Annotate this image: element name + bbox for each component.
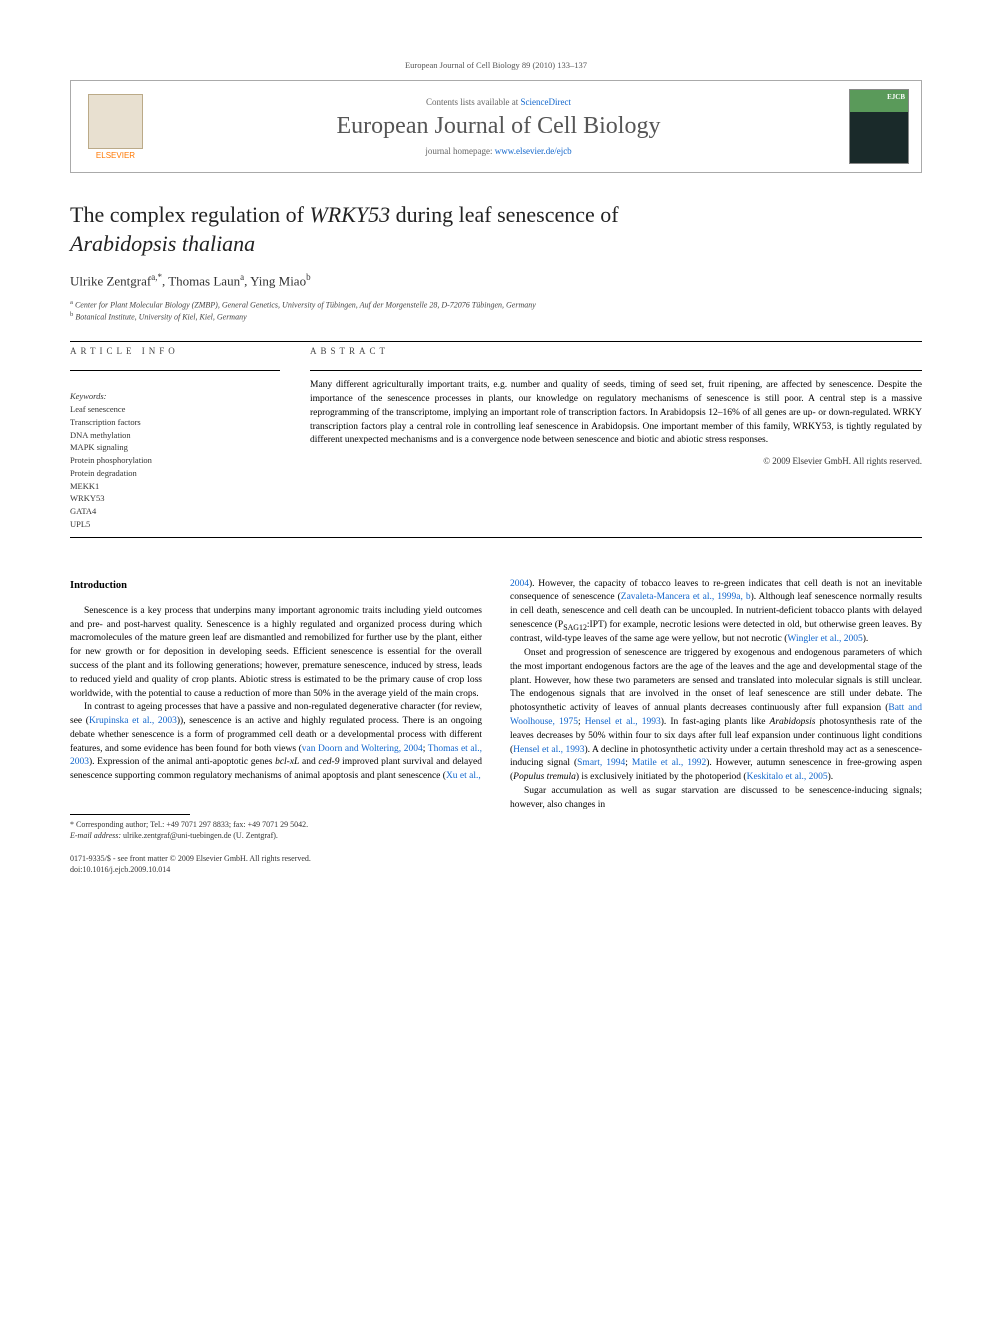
bottom-info: 0171-9335/$ - see front matter © 2009 El… <box>70 853 482 875</box>
corresponding-author: * Corresponding author; Tel.: +49 7071 2… <box>70 819 482 841</box>
body-paragraph: 2004). However, the capacity of tobacco … <box>510 578 922 647</box>
keyword-item: Transcription factors <box>70 416 280 429</box>
reference-link[interactable]: Xu et al., <box>446 771 481 781</box>
reference-link[interactable]: van Doorn and Woltering, 2004 <box>302 744 423 754</box>
text-run: ). <box>863 634 869 644</box>
homepage-prefix: journal homepage: <box>425 146 494 156</box>
keywords-label: Keywords: <box>70 391 280 401</box>
keyword-item: Protein degradation <box>70 467 280 480</box>
author-3-sup: b <box>306 272 311 282</box>
reference-link[interactable]: Keskitalo et al., 2005 <box>747 772 828 782</box>
body-column-right: 2004). However, the capacity of tobacco … <box>510 578 922 876</box>
keyword-item: MAPK signaling <box>70 441 280 454</box>
body-paragraph: Onset and progression of senescence are … <box>510 647 922 785</box>
italic-term: bcl-xL <box>275 757 299 767</box>
author-2: , Thomas Laun <box>162 274 240 289</box>
text-run: ). In fast-aging plants like <box>661 717 770 727</box>
article-title: The complex regulation of WRKY53 during … <box>70 201 922 258</box>
keywords-list: Leaf senescence Transcription factors DN… <box>70 403 280 531</box>
doi-line: doi:10.1016/j.ejcb.2009.10.014 <box>70 864 482 875</box>
footnote-divider <box>70 814 190 815</box>
journal-cover-thumbnail: EJCB <box>849 89 909 164</box>
email-address: ulrike.zentgraf@uni-tuebingen.de (U. Zen… <box>123 831 278 840</box>
elsevier-logo: ELSEVIER <box>83 89 148 164</box>
journal-citation: European Journal of Cell Biology 89 (201… <box>70 60 922 70</box>
text-run: ) is exclusively initiated by the photop… <box>576 772 747 782</box>
authors-line: Ulrike Zentgrafa,*, Thomas Launa, Ying M… <box>70 272 922 289</box>
reference-link[interactable]: 2004 <box>510 579 529 589</box>
title-part1: The complex regulation of <box>70 202 309 227</box>
author-3: , Ying Miao <box>244 274 306 289</box>
body-paragraph: In contrast to ageing processes that hav… <box>70 701 482 784</box>
abstract-column: ABSTRACT Many different agriculturally i… <box>310 346 922 531</box>
elsevier-tree-icon <box>88 94 143 149</box>
copyright-line: © 2009 Elsevier GmbH. All rights reserve… <box>310 456 922 466</box>
divider-top <box>70 341 922 342</box>
subscript: SAG12 <box>563 623 587 632</box>
italic-term: Populus tremula <box>513 772 576 782</box>
text-run: Onset and progression of senescence are … <box>510 648 922 713</box>
text-run: ; <box>625 758 632 768</box>
cover-label: EJCB <box>887 93 905 101</box>
affiliation-b: Botanical Institute, University of Kiel,… <box>75 313 246 322</box>
contents-line: Contents lists available at ScienceDirec… <box>148 97 849 107</box>
reference-link[interactable]: Hensel et al., 1993 <box>513 745 584 755</box>
email-label: E-mail address: <box>70 831 121 840</box>
author-1: Ulrike Zentgraf <box>70 274 151 289</box>
body-paragraph: Senescence is a key process that underpi… <box>70 605 482 701</box>
keyword-item: DNA methylation <box>70 429 280 442</box>
corresponding-label: * Corresponding author; Tel.: +49 7071 2… <box>70 819 482 830</box>
reference-link[interactable]: Smart, 1994 <box>577 758 625 768</box>
sciencedirect-link[interactable]: ScienceDirect <box>521 97 571 107</box>
info-divider <box>70 370 280 371</box>
contents-prefix: Contents lists available at <box>426 97 520 107</box>
header-center: Contents lists available at ScienceDirec… <box>148 97 849 156</box>
text-run: ). <box>828 772 834 782</box>
keyword-item: UPL5 <box>70 518 280 531</box>
issn-line: 0171-9335/$ - see front matter © 2009 El… <box>70 853 482 864</box>
reference-link[interactable]: Wingler et al., 2005 <box>787 634 862 644</box>
title-part2: during leaf senescence of <box>390 202 618 227</box>
keyword-item: Leaf senescence <box>70 403 280 416</box>
abstract-label: ABSTRACT <box>310 346 922 356</box>
reference-link[interactable]: Zavaleta-Mancera et al., 1999a, b <box>621 592 751 602</box>
elsevier-text: ELSEVIER <box>96 151 135 160</box>
introduction-heading: Introduction <box>70 578 482 593</box>
homepage-line: journal homepage: www.elsevier.de/ejcb <box>148 146 849 156</box>
text-run: and <box>299 757 318 767</box>
italic-term: ced-9 <box>318 757 339 767</box>
italic-term: Arabidopsis <box>770 717 816 727</box>
body-columns: Introduction Senescence is a key process… <box>70 578 922 876</box>
text-run: ). Expression of the animal anti-apoptot… <box>89 757 275 767</box>
homepage-link[interactable]: www.elsevier.de/ejcb <box>495 146 572 156</box>
body-column-left: Introduction Senescence is a key process… <box>70 578 482 876</box>
divider-bottom <box>70 537 922 538</box>
abstract-text: Many different agriculturally important … <box>310 379 922 448</box>
journal-header-box: ELSEVIER Contents lists available at Sci… <box>70 80 922 173</box>
article-info-label: ARTICLE INFO <box>70 346 280 356</box>
reference-link[interactable]: Hensel et al., 1993 <box>585 717 661 727</box>
title-italic2: Arabidopsis thaliana <box>70 231 255 256</box>
reference-link[interactable]: Matile et al., 1992 <box>632 758 706 768</box>
affiliation-a: Center for Plant Molecular Biology (ZMBP… <box>75 300 536 309</box>
text-run: ; <box>578 717 585 727</box>
info-abstract-row: ARTICLE INFO Keywords: Leaf senescence T… <box>70 346 922 531</box>
reference-link[interactable]: Krupinska et al., 2003 <box>89 716 177 726</box>
keyword-item: MEKK1 <box>70 480 280 493</box>
author-1-sup: a,* <box>151 272 162 282</box>
journal-name: European Journal of Cell Biology <box>148 113 849 140</box>
abstract-divider <box>310 370 922 371</box>
keyword-item: Protein phosphorylation <box>70 454 280 467</box>
title-italic1: WRKY53 <box>309 202 390 227</box>
keyword-item: GATA4 <box>70 505 280 518</box>
article-info-column: ARTICLE INFO Keywords: Leaf senescence T… <box>70 346 280 531</box>
keyword-item: WRKY53 <box>70 492 280 505</box>
body-paragraph: Sugar accumulation as well as sugar star… <box>510 785 922 813</box>
affiliations: a Center for Plant Molecular Biology (ZM… <box>70 298 922 324</box>
